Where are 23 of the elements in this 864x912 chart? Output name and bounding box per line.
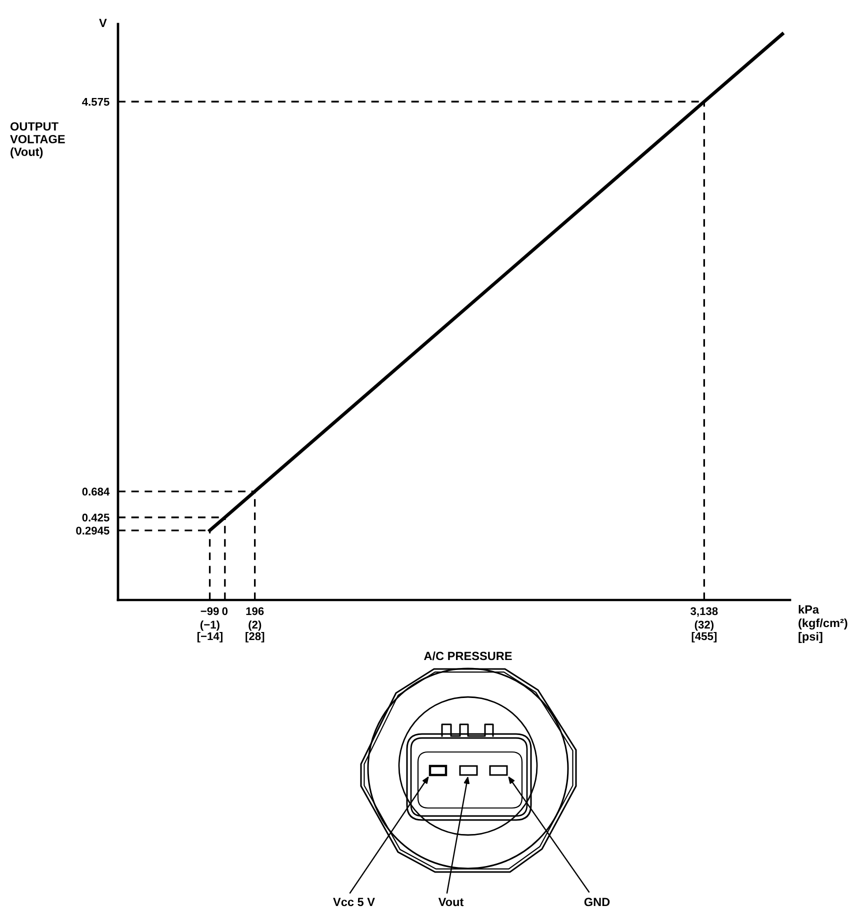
text: [455] [692,632,717,642]
text: [28] [246,632,264,642]
text: GND [584,898,610,906]
x-tick-label: −99 [200,607,219,616]
y-tick-label: 0.684 [82,488,110,496]
x2-tick-label: (−1) [200,620,220,631]
x2-axis-title: (kgf/cm²) [798,618,848,630]
text: Vcc 5 V [333,898,375,906]
text: V [99,18,107,28]
text: Vout [438,898,464,906]
text: [−14] [197,632,222,642]
y-tick-label: 0.2945 [76,526,110,535]
x-tick-label: 0 [222,607,228,616]
x2-tick-label: (2) [248,620,262,631]
y-axis-title: OUTPUT VOLTAGE (Vout) [10,122,65,158]
x-tick-label: 3,138 [690,607,718,617]
y-tick-label: 4.575 [82,98,110,106]
x-tick-label: 196 [246,607,264,616]
x-axis-title: kPa [798,605,820,614]
x2-tick-label: (32) [694,620,714,631]
y-tick-label: 0.425 [82,514,110,522]
text: A/C PRESSURE [424,651,512,660]
text: [psi] [798,632,822,644]
